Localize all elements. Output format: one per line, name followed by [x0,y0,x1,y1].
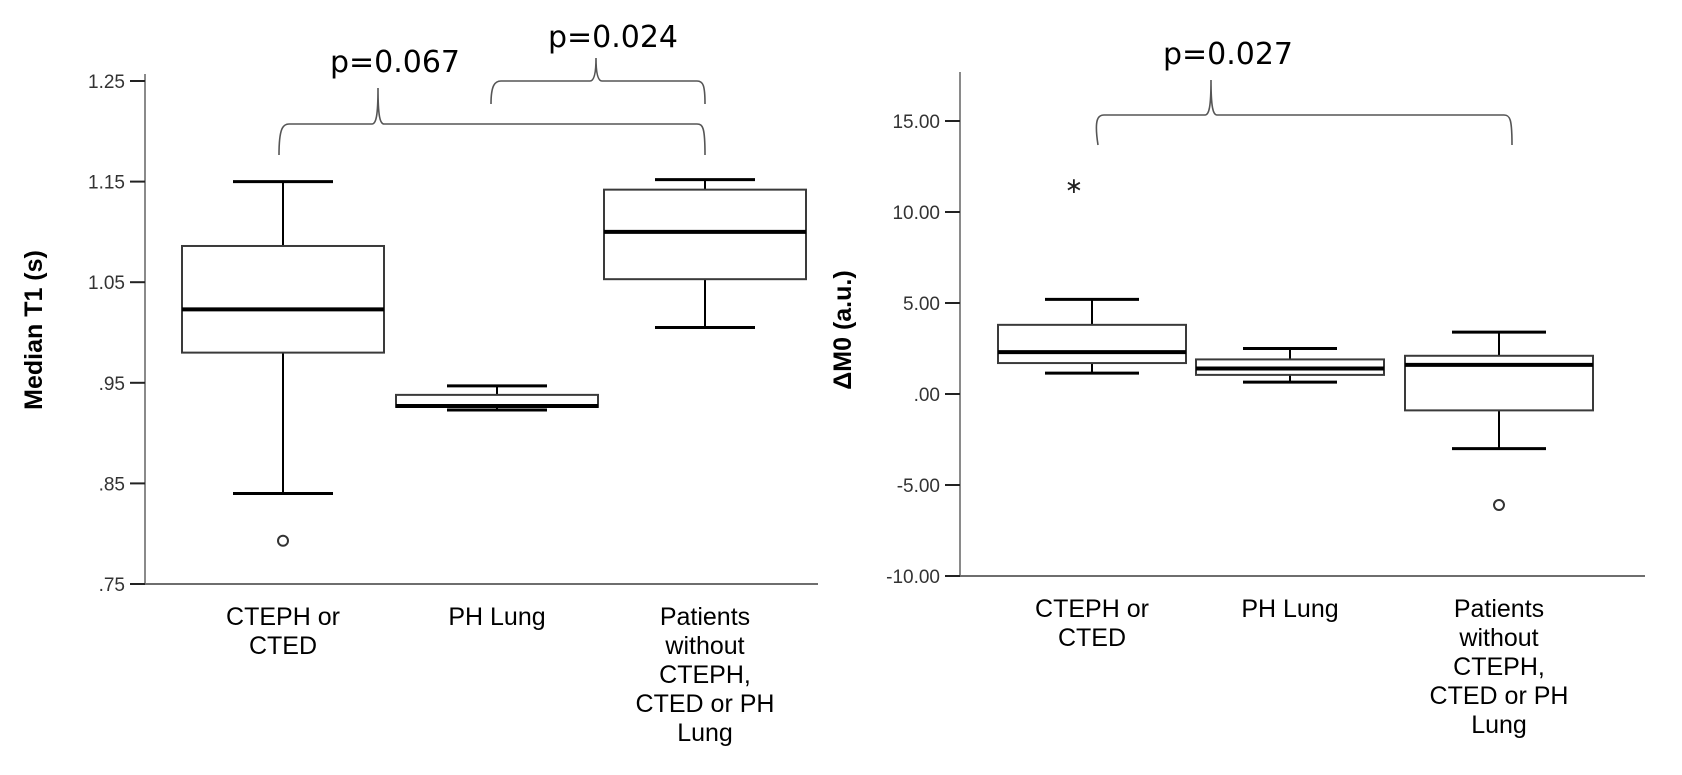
x-category-label: CTEPH, [659,661,751,689]
box-group: ∗ [997,174,1187,375]
x-category-label: Patients [660,603,750,631]
y-tick-label: 1.15 [88,173,125,194]
x-category-label: CTEPH or [1035,595,1149,623]
y-axis-title: ΔM0 (a.u.) [829,270,857,389]
y-tick-label: 10.00 [892,203,940,224]
x-category-label: without [664,632,744,660]
box-group [603,178,807,329]
x-category-label: Lung [677,719,733,747]
x-category-label: CTED [249,632,317,660]
x-category-label: without [1458,624,1538,652]
y-tick-label: .75 [99,575,125,596]
x-category-label: CTED or PH [636,690,775,718]
x-category-label: Lung [1471,711,1527,739]
x-category-label: PH Lung [448,603,545,631]
x-category-label: CTED [1058,624,1126,652]
y-tick-label: .95 [99,374,125,395]
significance-bracket [490,57,706,105]
box-group [1195,347,1385,384]
x-category-label: CTED or PH [1430,682,1569,710]
y-tick-label: 5.00 [903,294,940,315]
iqr-box [603,188,807,281]
y-tick-label: -5.00 [897,476,940,497]
iqr-box [181,244,385,354]
box-group [181,180,385,547]
delta-m0-boxplot-panel: -10.00 -5.00 .00 5.00 10.00 15.00 ΔM0 (a.u.) CT… [829,37,1645,739]
y-tick-label: 1.05 [88,273,125,294]
outlier-point [277,534,289,547]
significance-bracket [1095,79,1513,146]
x-category-label: Patients [1454,595,1544,623]
y-tick-label: .85 [99,474,125,495]
x-category-label: CTEPH, [1453,653,1545,681]
x-category-label: CTEPH or [226,603,340,631]
x-category-label: PH Lung [1241,595,1338,623]
extreme-point: ∗ [1065,174,1083,199]
outlier-point [1493,499,1505,512]
p-value-label: p=0.067 [330,45,460,80]
y-axis-title: Median T1 (s) [20,250,48,410]
box-group [1404,330,1594,512]
y-tick-label: .00 [914,385,940,406]
y-tick-label: -10.00 [886,567,940,588]
y-tick-label: 15.00 [892,112,940,133]
median-t1-boxplot-panel: .75 .85 .95 1.05 1.15 1.25 Median T1 (s) CTEPH … [20,20,818,747]
p-value-label: p=0.027 [1163,37,1293,72]
y-tick-label: 1.25 [88,72,125,93]
iqr-box [997,323,1187,365]
box-group [395,384,599,412]
p-value-label: p=0.024 [548,20,678,55]
significance-bracket [278,87,706,156]
